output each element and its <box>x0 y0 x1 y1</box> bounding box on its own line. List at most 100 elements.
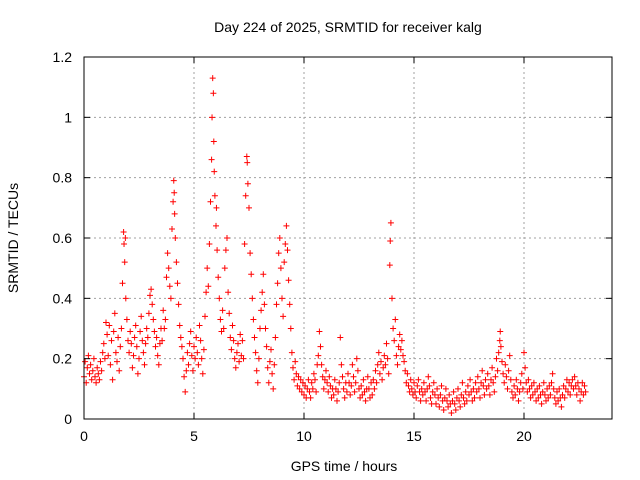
data-point <box>127 328 134 335</box>
data-point <box>316 328 323 335</box>
data-point <box>492 373 499 380</box>
data-point <box>134 370 141 377</box>
data-point <box>517 379 524 386</box>
x-tick-label: 10 <box>296 428 312 444</box>
data-point <box>516 388 523 395</box>
data-point <box>317 343 324 350</box>
data-point <box>263 343 270 350</box>
x-tick-label: 0 <box>80 428 88 444</box>
data-point <box>380 364 387 371</box>
data-point <box>471 394 478 401</box>
data-point <box>274 280 281 287</box>
data-point <box>94 364 101 371</box>
data-point <box>502 361 509 368</box>
data-point <box>150 316 157 323</box>
data-point <box>181 373 188 380</box>
data-point <box>240 355 247 362</box>
data-point <box>442 385 449 392</box>
data-point <box>250 316 257 323</box>
x-axis-label: GPS time / hours <box>291 458 398 474</box>
data-point <box>213 222 219 229</box>
data-point <box>331 376 338 383</box>
data-point <box>117 343 124 350</box>
data-point <box>406 388 413 395</box>
data-point <box>400 352 406 359</box>
data-point <box>362 397 369 404</box>
data-point <box>500 370 507 377</box>
data-point <box>163 274 170 281</box>
data-point <box>506 352 513 359</box>
data-point <box>444 397 450 404</box>
data-point <box>271 361 278 368</box>
data-point <box>551 394 558 401</box>
data-point <box>160 307 167 314</box>
data-point <box>580 391 587 398</box>
data-point <box>466 391 472 398</box>
data-point <box>540 379 547 386</box>
data-point <box>340 385 347 392</box>
data-point <box>111 310 118 317</box>
data-point <box>122 295 129 302</box>
data-point <box>108 337 115 344</box>
data-point <box>228 346 235 353</box>
data-point <box>437 391 444 398</box>
data-point <box>109 376 116 383</box>
data-point <box>92 373 98 380</box>
data-point <box>136 355 142 362</box>
data-point <box>528 382 535 389</box>
data-point <box>479 367 486 374</box>
data-point <box>402 367 409 374</box>
data-point <box>211 168 218 175</box>
data-point <box>450 388 457 395</box>
data-point <box>203 289 210 296</box>
data-point <box>358 382 365 389</box>
data-point <box>414 382 421 389</box>
data-point <box>550 385 557 392</box>
data-point <box>98 367 105 374</box>
data-point <box>151 328 158 335</box>
data-point <box>451 400 458 407</box>
data-point <box>118 325 125 332</box>
data-point <box>356 385 362 392</box>
data-point <box>241 241 248 248</box>
data-point <box>218 328 225 335</box>
data-point <box>572 382 579 389</box>
data-point <box>332 385 339 392</box>
data-point <box>280 313 287 320</box>
data-point <box>352 379 359 386</box>
data-point <box>549 370 556 377</box>
data-point <box>543 397 549 404</box>
data-point <box>416 388 423 395</box>
data-point <box>89 367 96 374</box>
data-point <box>397 346 404 353</box>
data-point <box>536 382 543 389</box>
data-point <box>86 370 93 377</box>
data-point <box>499 358 505 365</box>
data-point <box>318 361 325 368</box>
data-point <box>122 235 129 241</box>
data-point <box>409 391 416 398</box>
data-point <box>473 388 480 395</box>
data-point <box>301 391 307 398</box>
data-point <box>246 204 252 211</box>
data-point <box>273 301 280 308</box>
data-point <box>148 286 155 293</box>
data-point <box>319 373 326 380</box>
data-point <box>304 385 311 392</box>
data-point <box>566 379 573 386</box>
data-point <box>350 373 357 380</box>
data-point <box>90 355 97 362</box>
data-point <box>559 391 566 398</box>
data-point <box>188 352 195 359</box>
data-point <box>175 301 182 308</box>
data-point <box>485 382 492 389</box>
data-point <box>565 388 571 395</box>
data-point <box>327 382 334 389</box>
data-point <box>120 228 127 235</box>
data-point <box>224 235 230 241</box>
data-point <box>324 379 331 386</box>
data-point <box>336 379 343 386</box>
data-point <box>448 409 455 416</box>
data-point <box>390 325 397 332</box>
